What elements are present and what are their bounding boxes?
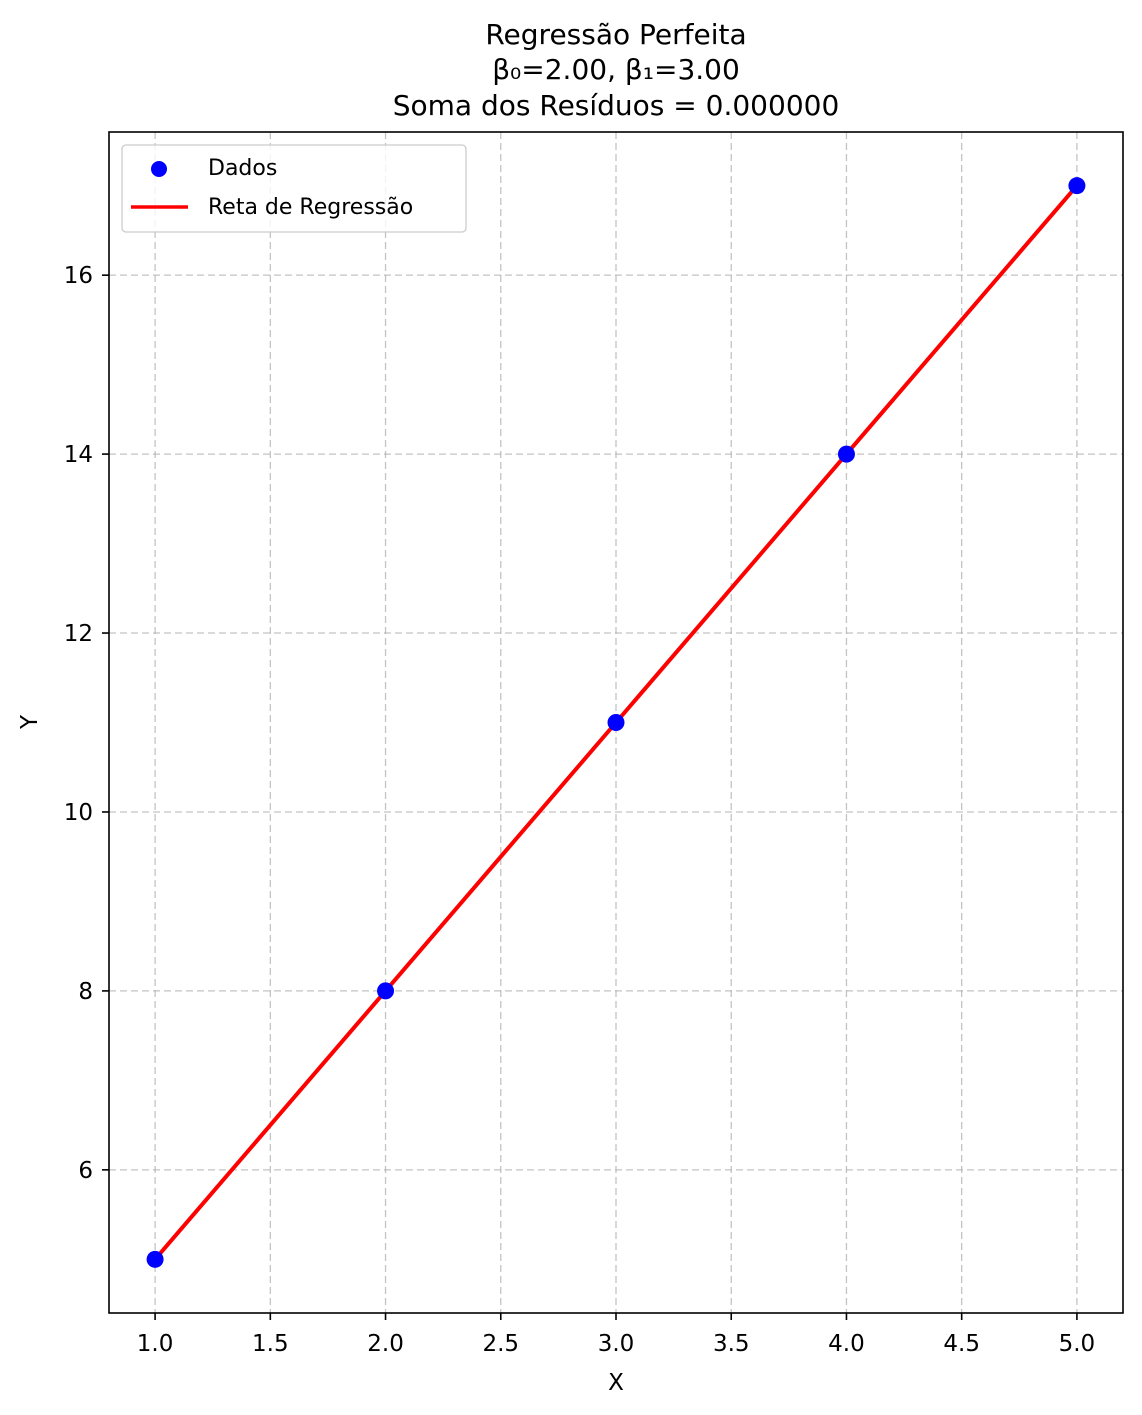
x-tick-label: 3.0 [598,1331,635,1357]
data-point [607,714,625,731]
data-point [1068,177,1086,195]
legend-marker-dados [151,161,167,177]
legend-box [121,144,467,233]
y-tick-label: 12 [64,621,93,647]
y-axis-label: Y [17,714,43,730]
x-tick-label: 4.0 [828,1331,865,1357]
x-tick-label: 4.5 [943,1331,980,1357]
data-points-layer [146,177,1086,1268]
legend-label-regression-line: Reta de Regressão [208,195,413,220]
chart-title-line-2: β₀=2.00, β₁=3.00 [492,53,740,86]
x-tick-label: 1.0 [137,1331,174,1357]
y-tick-label: 8 [78,979,93,1005]
chart-title: Regressão Perfeita β₀=2.00, β₁=3.00 Soma… [393,18,840,122]
y-tick-label: 14 [64,442,93,468]
x-tick-label: 2.5 [482,1331,519,1357]
chart-title-line-1: Regressão Perfeita [485,18,746,51]
legend: Dados Reta de Regressão [121,144,467,233]
y-tick-label: 10 [64,800,93,826]
x-tick-label: 5.0 [1059,1331,1096,1357]
x-tick-label: 1.5 [252,1331,289,1357]
grid [109,132,1123,1313]
x-tick-label: 3.5 [713,1331,750,1357]
y-tick-label: 16 [64,263,93,289]
data-point [837,445,855,463]
x-tick-label: 2.0 [367,1331,404,1357]
y-tick-label: 6 [78,1158,93,1184]
chart-title-line-3: Soma dos Resíduos = 0.000000 [393,89,840,122]
y-axis-ticks: 6 8 10 12 14 16 [64,263,109,1184]
legend-label-dados: Dados [208,156,277,181]
x-axis-ticks: 1.0 1.5 2.0 2.5 3.0 3.5 4.0 4.5 5.0 [137,1313,1095,1357]
x-axis-label: X [608,1370,624,1396]
data-point [377,982,395,1000]
data-point [146,1250,164,1268]
